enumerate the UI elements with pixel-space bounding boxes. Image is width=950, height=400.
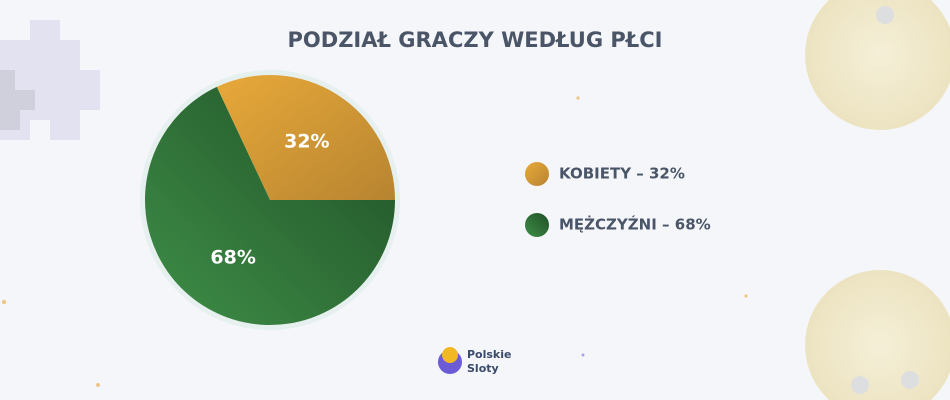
legend-swatch [525, 162, 549, 186]
legend: KOBIETY – 32% MĘŻCZYŹNI – 68% [525, 162, 711, 237]
slice-label: 68% [210, 247, 255, 269]
slice-label: 32% [284, 130, 329, 152]
legend-swatch [525, 213, 549, 237]
pie-slice [216, 75, 395, 200]
logo: Polskie Sloty [438, 347, 511, 375]
logo-text: Sloty [467, 362, 499, 375]
pie-slice [145, 86, 396, 325]
chart-title: PODZIAŁ GRACZY WEDŁUG PŁCI [288, 28, 663, 52]
logo-text: Polskie [467, 348, 511, 361]
legend-label: MĘŻCZYŹNI – 68% [559, 215, 711, 234]
legend-label: KOBIETY – 32% [559, 165, 685, 183]
pie: 32% 68% [145, 75, 396, 325]
